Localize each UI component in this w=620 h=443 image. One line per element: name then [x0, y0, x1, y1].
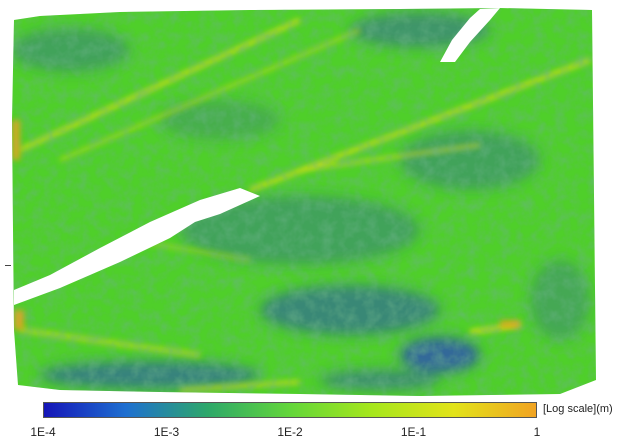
colorbar-unit-label: [Log scale](m)	[543, 403, 613, 415]
colorbar-tick-label: 1E-3	[153, 425, 180, 439]
colorbar	[43, 402, 537, 418]
no-data-gap-top	[440, 8, 500, 62]
colorbar-tick-label: 1E-2	[277, 425, 303, 439]
colorbar-tick-label: 1E-4	[30, 425, 56, 439]
no-data-gap-diagonal	[14, 188, 260, 305]
deviation-map	[12, 8, 596, 396]
map-surface	[12, 8, 596, 396]
deviation-map-image	[12, 8, 596, 396]
colorbar-tick-label: 1	[533, 425, 541, 439]
colorbar-tick-label: 1E-1	[400, 425, 427, 439]
left-axis-tick	[5, 265, 11, 266]
edge-highlights	[12, 120, 520, 330]
